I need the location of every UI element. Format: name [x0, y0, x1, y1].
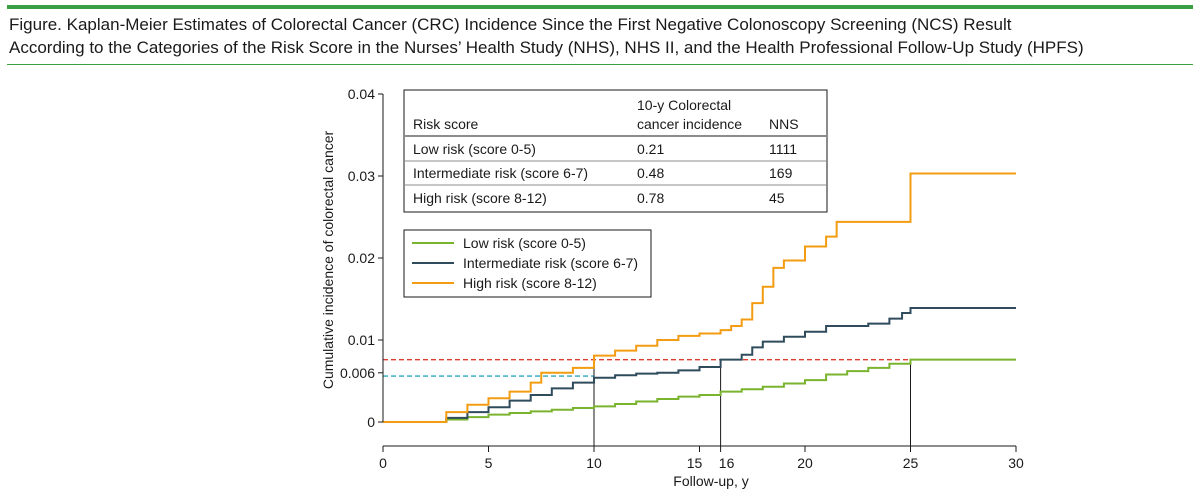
vertical-markers	[593, 358, 911, 446]
table-row-intermediate-nns: 169	[769, 165, 793, 181]
caption-line-2: According to the Categories of the Risk …	[9, 38, 1084, 57]
legend: Low risk (score 0-5) Intermediate risk (…	[403, 229, 652, 298]
y-axis-label: Cumulative incidence of colorectal cance…	[320, 130, 336, 389]
table-header-risk: Risk score	[413, 116, 479, 132]
table-row-high-risk: High risk (score 8-12)	[413, 190, 547, 206]
table-header-nns: NNS	[769, 116, 799, 132]
table-row-low-risk: Low risk (score 0-5)	[413, 141, 536, 157]
series-line-intermediate-risk	[383, 307, 1016, 423]
table-row-intermediate-risk: Intermediate risk (score 6-7)	[413, 165, 588, 181]
table-header-incidence-line1: 10-y Colorectal	[637, 97, 731, 113]
table-row-low-nns: 1111	[769, 141, 797, 157]
x-tick-label: 30	[1008, 455, 1024, 471]
axes: 0 0.006 0.01 0.02 0.03 0.04 0 5 10 15 16 20 25 30	[340, 86, 1024, 471]
table-row-high-incidence: 0.78	[637, 190, 664, 206]
top-accent-rule	[7, 5, 1193, 9]
y-tick-label: 0.02	[348, 250, 375, 266]
y-tick-label: 0.006	[340, 365, 375, 381]
y-tick-label: 0	[367, 414, 375, 430]
y-tick-label: 0.01	[348, 332, 375, 348]
figure-caption: Figure. Kaplan-Meier Estimates of Colore…	[9, 13, 1194, 59]
y-tick-label: 0.04	[348, 86, 375, 102]
legend-label-low: Low risk (score 0-5)	[463, 235, 586, 251]
table-row-high-nns: 45	[769, 190, 785, 206]
x-axis-label: Follow-up, y	[673, 473, 748, 489]
legend-label-high: High risk (score 8-12)	[463, 275, 597, 291]
reference-lines	[383, 359, 911, 377]
series-line-low-risk	[383, 358, 1016, 423]
table-row-intermediate-incidence: 0.48	[637, 165, 664, 181]
x-tick-label: 5	[485, 455, 493, 471]
x-tick-label: 10	[586, 455, 602, 471]
x-tick-label: 20	[797, 455, 813, 471]
series-line-high-risk	[383, 172, 1016, 423]
x-tick-label: 16	[719, 455, 735, 471]
series-lines	[383, 172, 1016, 423]
table-row-low-incidence: 0.21	[637, 141, 664, 157]
x-tick-label: 15	[687, 455, 703, 471]
table-box	[403, 89, 828, 213]
caption-line-1: Figure. Kaplan-Meier Estimates of Colore…	[9, 15, 1012, 34]
x-tick-label: 25	[903, 455, 919, 471]
data-table: Risk score 10-y Colorectal cancer incide…	[403, 89, 828, 213]
x-tick-label: 0	[379, 455, 387, 471]
caption-rule	[7, 64, 1193, 65]
y-tick-label: 0.03	[348, 168, 375, 184]
table-header-incidence-line2: cancer incidence	[637, 116, 742, 132]
legend-label-intermediate: Intermediate risk (score 6-7)	[463, 255, 638, 271]
